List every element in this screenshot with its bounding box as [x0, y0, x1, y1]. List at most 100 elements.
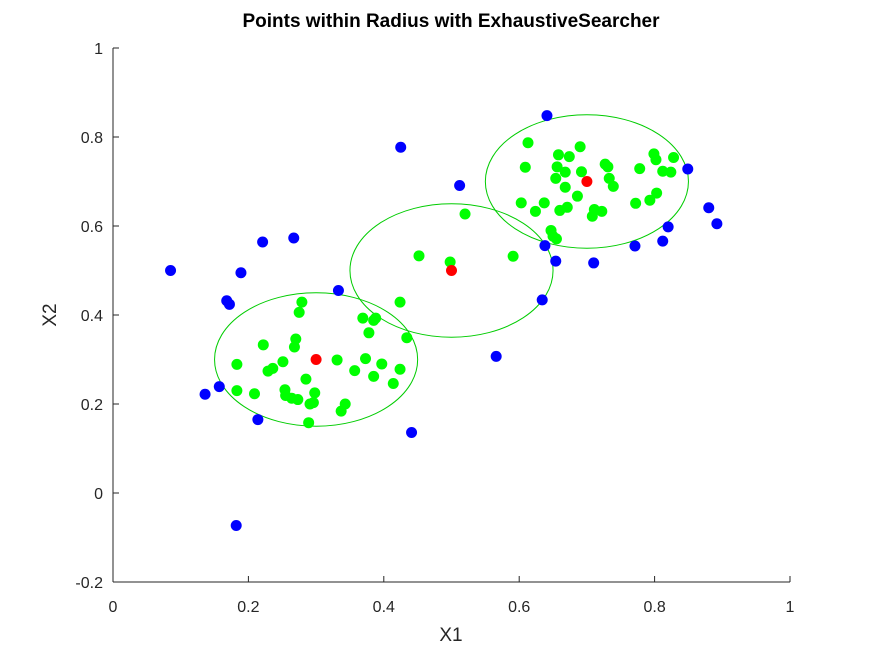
green-point-19	[308, 397, 319, 408]
x-tick-label: 0.8	[643, 599, 665, 616]
blue-point-3	[214, 381, 225, 392]
red-point-1	[311, 354, 322, 365]
green-point-66	[630, 198, 641, 209]
x-tick-label: 0	[109, 599, 118, 616]
green-point-33	[395, 297, 406, 308]
green-point-6	[267, 363, 278, 374]
blue-point-16	[537, 294, 548, 305]
green-point-58	[576, 166, 587, 177]
green-point-24	[349, 365, 360, 376]
x-tick-label: 0.4	[373, 599, 395, 616]
blue-point-14	[454, 180, 465, 191]
green-point-30	[370, 313, 381, 324]
green-point-17	[303, 417, 314, 428]
blue-point-1	[165, 265, 176, 276]
green-point-55	[564, 151, 575, 162]
y-axis-ticks: -0.2 0 0.2 0.4 0.6 0.8 1	[75, 41, 119, 592]
blue-point-8	[252, 414, 263, 425]
green-point-48	[551, 233, 562, 244]
blue-point-20	[588, 257, 599, 268]
blue-point-13	[406, 427, 417, 438]
green-point-40	[516, 197, 527, 208]
x-tick-label: 0.6	[508, 599, 530, 616]
blue-point-5	[224, 299, 235, 310]
green-point-31	[376, 358, 387, 369]
green-point-71	[651, 188, 662, 199]
blue-point-12	[395, 142, 406, 153]
green-point-7	[277, 356, 288, 367]
green-point-61	[596, 206, 607, 217]
blue-point-18	[541, 110, 552, 121]
y-axis-label: X2	[40, 303, 61, 326]
green-point-34	[395, 364, 406, 375]
green-point-65	[608, 181, 619, 192]
y-tick-label: 0.2	[81, 397, 103, 414]
green-point-53	[560, 167, 571, 178]
green-point-13	[292, 394, 303, 405]
green-point-35	[401, 332, 412, 343]
green-point-57	[575, 141, 586, 152]
blue-point-10	[288, 233, 299, 244]
green-point-16	[300, 374, 311, 385]
green-point-70	[650, 154, 661, 165]
green-point-14	[294, 307, 305, 318]
y-tick-label: -0.2	[75, 575, 103, 592]
green-point-25	[357, 313, 368, 324]
green-point-63	[602, 161, 613, 172]
blue-point-24	[682, 164, 693, 175]
blue-point-6	[231, 520, 242, 531]
green-point-54	[562, 202, 573, 213]
green-point-36	[414, 250, 425, 261]
green-point-44	[539, 197, 550, 208]
plot-area	[165, 110, 722, 531]
green-point-21	[332, 354, 343, 365]
green-point-38	[460, 208, 471, 219]
y-tick-label: 0.6	[81, 219, 103, 236]
green-point-28	[368, 371, 379, 382]
y-tick-label: 0.8	[81, 130, 103, 147]
blue-point-26	[711, 218, 722, 229]
chart-title: Points within Radius with ExhaustiveSear…	[242, 11, 660, 32]
green-point-74	[668, 152, 679, 163]
green-point-4	[258, 339, 269, 350]
red-point-2	[446, 265, 457, 276]
green-point-32	[388, 378, 399, 389]
red-point-3	[581, 176, 592, 187]
green-point-73	[665, 167, 676, 178]
blue-point-19	[550, 256, 561, 267]
x-tick-label: 0.2	[237, 599, 259, 616]
blue-point-21	[629, 241, 640, 252]
blue-point-11	[333, 285, 344, 296]
green-point-23	[340, 399, 351, 410]
blue-point-7	[235, 267, 246, 278]
y-tick-label: 1	[94, 41, 103, 58]
blue-point-15	[491, 351, 502, 362]
green-point-12	[290, 334, 301, 345]
green-point-52	[560, 182, 571, 193]
green-point-39	[508, 251, 519, 262]
green-point-20	[309, 387, 320, 398]
x-axis-label: X1	[439, 625, 462, 646]
blue-point-23	[663, 221, 674, 232]
blue-point-25	[703, 202, 714, 213]
green-point-15	[296, 297, 307, 308]
x-tick-label: 1	[786, 599, 795, 616]
blue-point-22	[657, 236, 668, 247]
green-point-1	[231, 359, 242, 370]
y-tick-label: 0.4	[81, 308, 103, 325]
green-point-2	[231, 385, 242, 396]
blue-point-9	[257, 237, 268, 248]
green-point-50	[553, 149, 564, 160]
blue-point-17	[539, 240, 550, 251]
green-point-47	[550, 173, 561, 184]
blue-point-2	[200, 389, 211, 400]
green-point-41	[520, 162, 531, 173]
green-point-27	[363, 327, 374, 338]
green-point-43	[530, 206, 541, 217]
green-point-3	[249, 388, 260, 399]
green-point-67	[634, 163, 645, 174]
green-point-42	[523, 137, 534, 148]
y-tick-label: 0	[94, 486, 103, 503]
green-point-26	[360, 353, 371, 364]
